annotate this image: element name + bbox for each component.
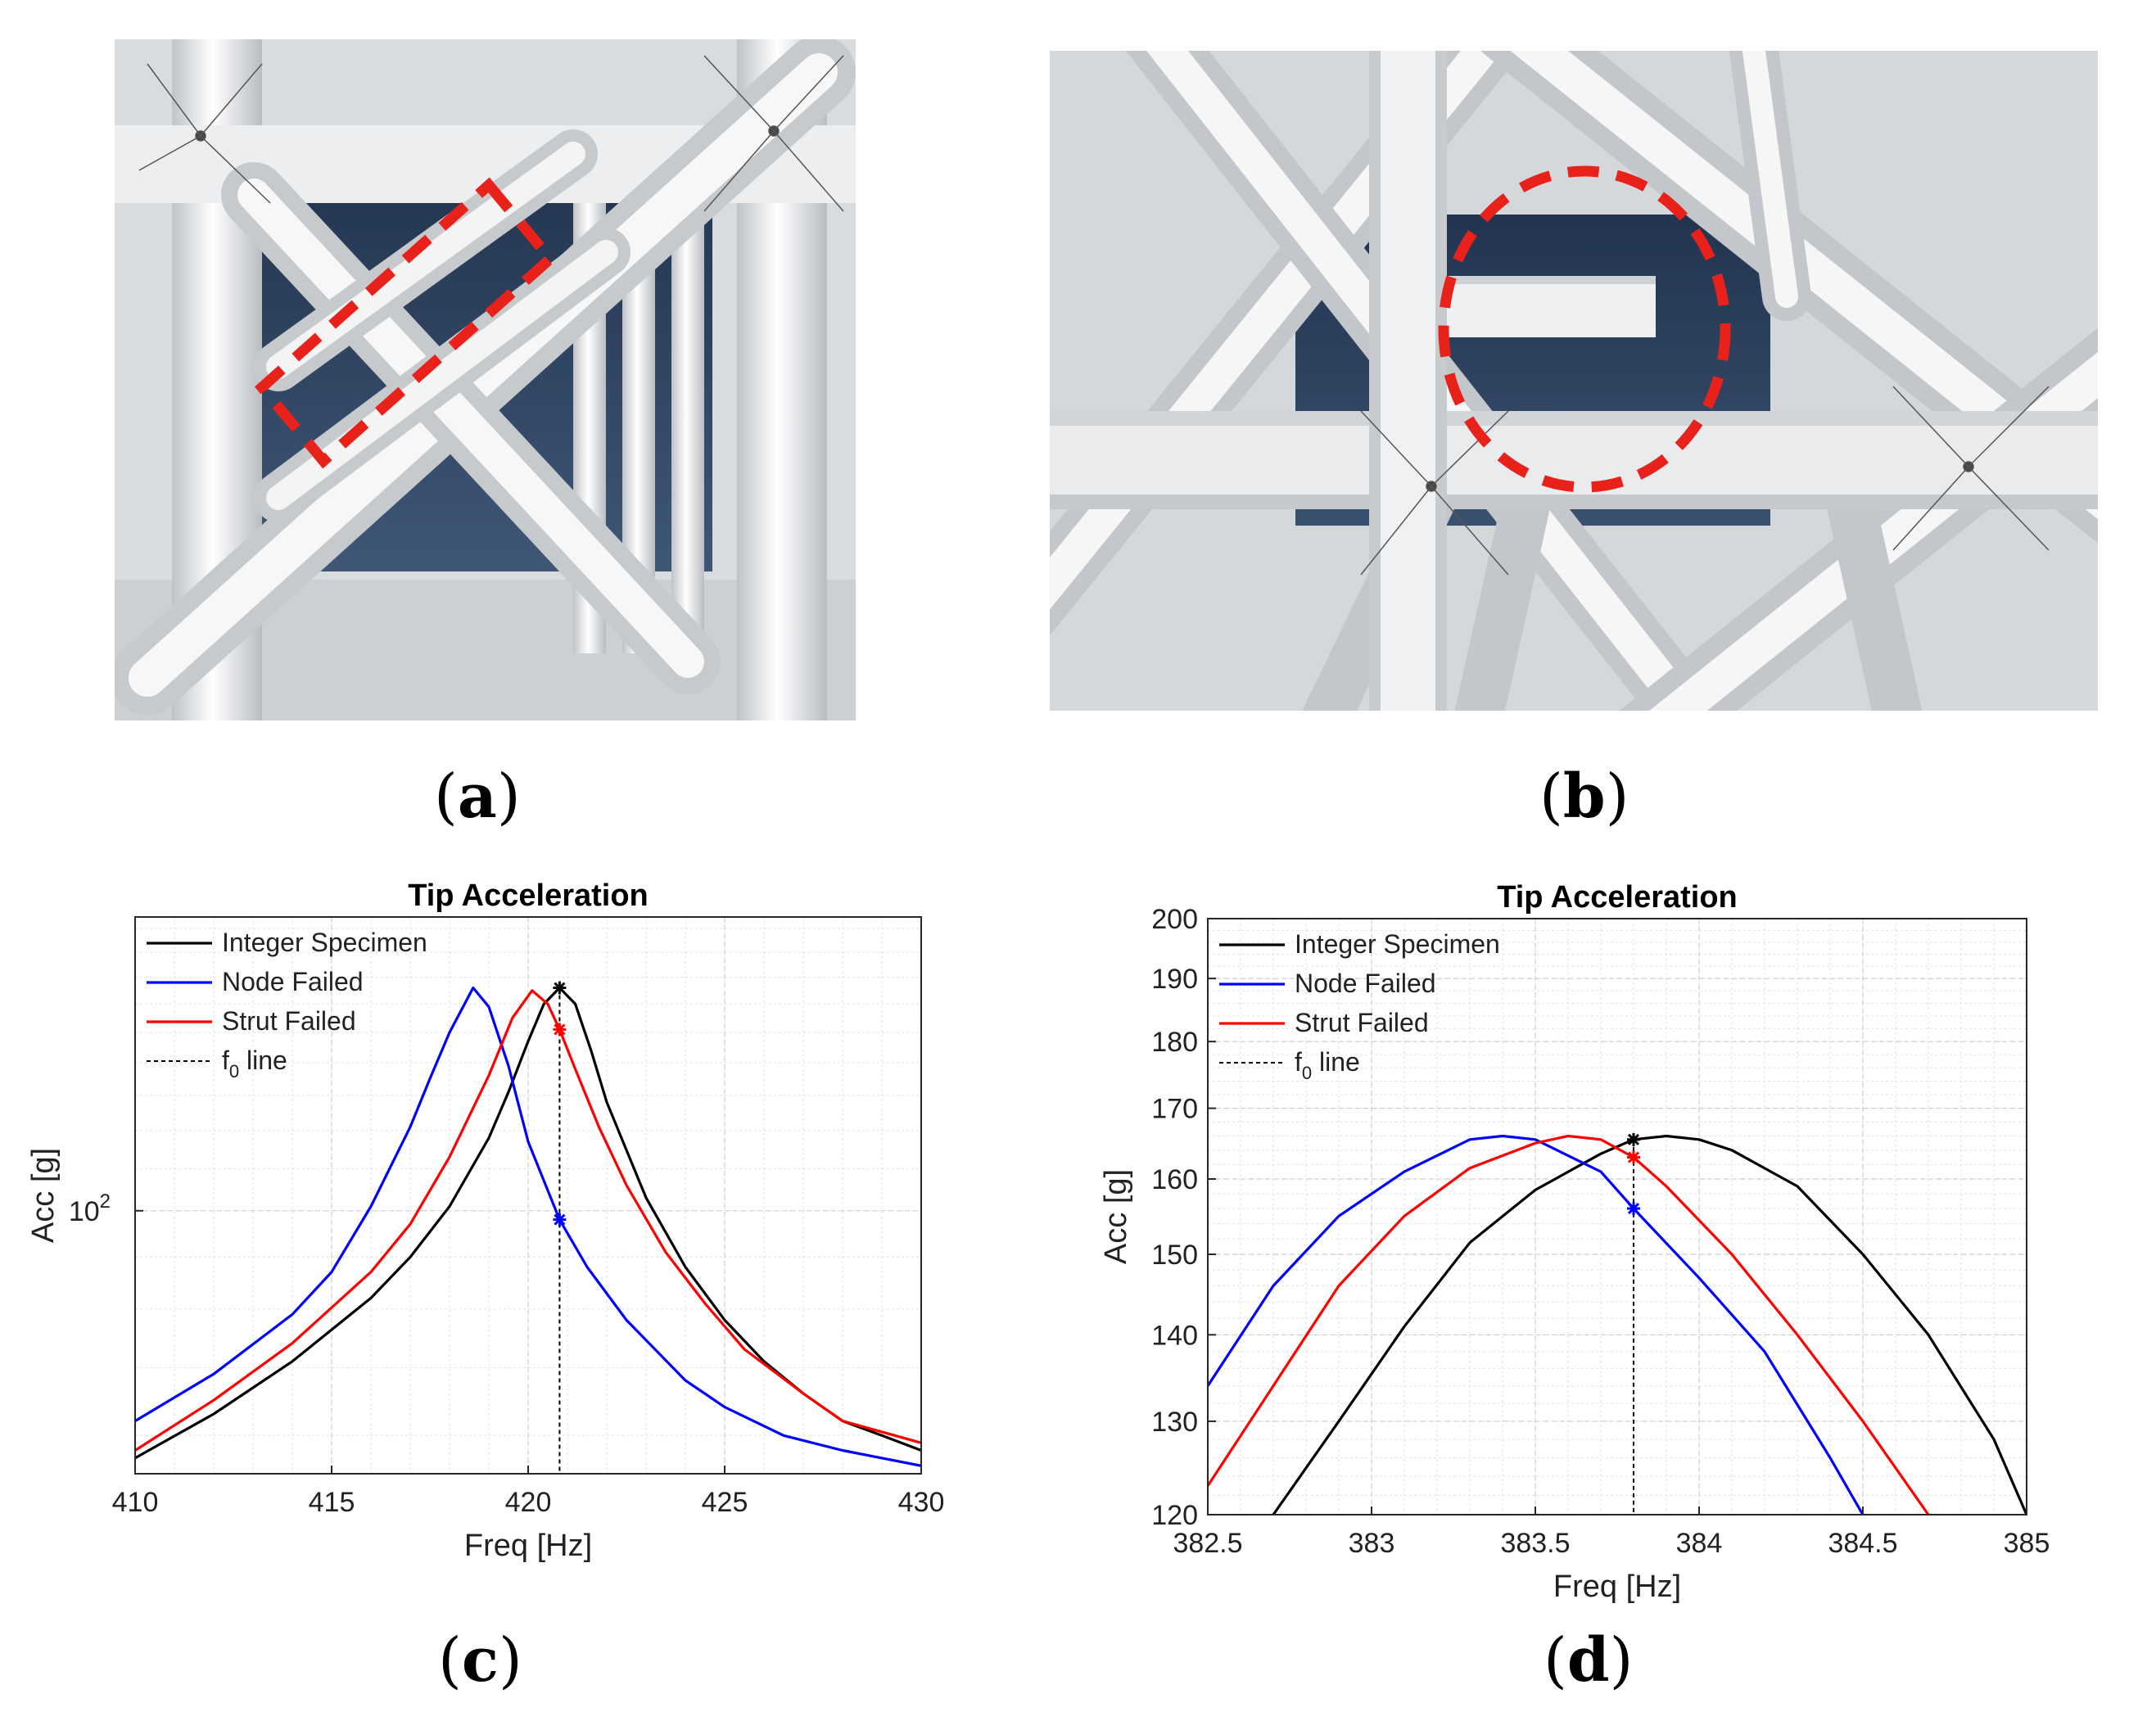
lattice-render-a-svg <box>115 39 856 720</box>
caption-d: (d) <box>1544 1625 1634 1696</box>
y-tick-label: 160 <box>1151 1164 1198 1195</box>
series-line <box>135 989 921 1452</box>
caption-d-letter: d <box>1566 1625 1610 1696</box>
series-line <box>135 986 921 1467</box>
marker-point <box>553 1023 567 1037</box>
x-axis-label: Freq [Hz] <box>464 1529 592 1563</box>
lattice-render-b-svg <box>1050 51 2098 711</box>
x-tick-label: 384 <box>1676 1528 1723 1559</box>
marker-point <box>1627 1202 1640 1216</box>
caption-b-letter: b <box>1562 761 1606 832</box>
series-group <box>1208 1134 2027 1515</box>
y-tick-label: 190 <box>1151 964 1198 995</box>
lattice-render-b <box>1050 51 2098 711</box>
legend-label: Integer Specimen <box>1295 929 1500 959</box>
caption-a: (a) <box>434 761 521 832</box>
y-tick-label: 200 <box>1151 904 1198 935</box>
chart-c: 410 415 420 425 430 102 Tip Acceleration Freq [… <box>26 879 945 1563</box>
x-tick-label: 383 <box>1349 1528 1395 1559</box>
legend-label: Node Failed <box>222 967 364 996</box>
caption-c: (c) <box>438 1625 522 1696</box>
y-tick-label: 150 <box>1151 1240 1198 1271</box>
y-axis-label: Acc [g] <box>26 1148 61 1243</box>
x-tick-label: 420 <box>505 1487 552 1518</box>
x-tick-label: 430 <box>898 1487 945 1518</box>
caption-b: (b) <box>1539 761 1629 832</box>
lattice-render-a <box>115 39 856 720</box>
legend-label: Integer Specimen <box>222 928 427 957</box>
x-tick-label: 410 <box>112 1487 159 1518</box>
x-tick-label: 383.5 <box>1500 1528 1570 1559</box>
failed-node-highlight <box>1438 165 1731 493</box>
y-tick-label: 140 <box>1151 1320 1198 1351</box>
x-tick-label: 384.5 <box>1828 1528 1897 1559</box>
series-group <box>135 986 921 1467</box>
legend-label: Node Failed <box>1295 969 1436 998</box>
caption-c-letter: c <box>461 1625 499 1696</box>
y-axis-label: Acc [g] <box>1099 1169 1133 1264</box>
y-tick-label: 120 <box>1151 1500 1198 1531</box>
series-line <box>1208 1134 1930 1515</box>
y-tick-label: 170 <box>1151 1094 1198 1125</box>
x-tick-label: 425 <box>702 1487 748 1518</box>
x-axis-label: Freq [Hz] <box>1553 1570 1681 1604</box>
marker-point <box>1627 1132 1640 1146</box>
marker-point <box>553 981 567 995</box>
chart-title: Tip Acceleration <box>408 879 649 913</box>
marker-point <box>1627 1150 1640 1164</box>
plot-frame <box>1207 918 2027 1515</box>
chart-title: Tip Acceleration <box>1497 880 1738 915</box>
x-tick-label: 415 <box>309 1487 355 1518</box>
legend-label: Strut Failed <box>222 1006 356 1036</box>
failed-strut-highlight <box>254 177 558 469</box>
caption-a-letter: a <box>457 761 497 832</box>
y-tick-label: 180 <box>1151 1027 1198 1058</box>
y-tick-label: 102 <box>69 1190 111 1227</box>
chart-d: 382.5 383 383.5 384 384.5 385 120 130 140 150 160 1… <box>1099 880 2050 1604</box>
legend-label: Strut Failed <box>1295 1008 1429 1037</box>
series-line <box>1208 1134 1864 1515</box>
x-tick-label: 382.5 <box>1173 1528 1242 1559</box>
x-tick-label: 385 <box>2004 1528 2050 1559</box>
marker-point <box>553 1213 567 1226</box>
y-tick-label: 130 <box>1151 1407 1198 1438</box>
series-line <box>1272 1134 2027 1515</box>
